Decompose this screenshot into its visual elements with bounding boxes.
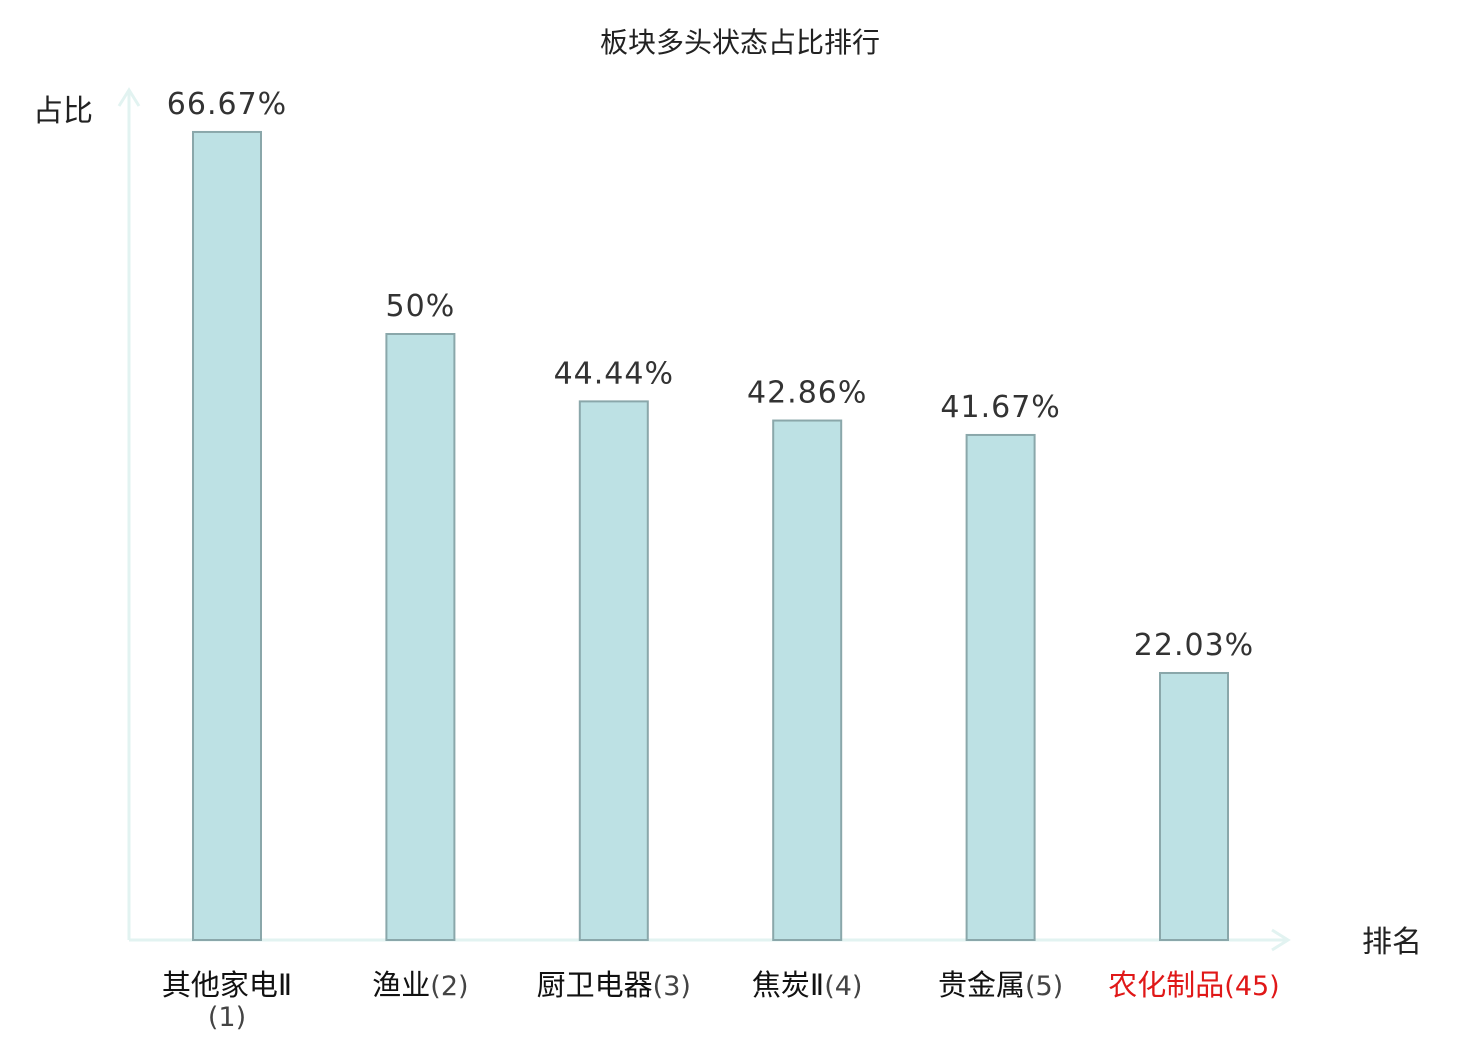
chart-title: 板块多头状态占比排行	[600, 26, 880, 59]
category-rank-1: (1)	[208, 1002, 246, 1033]
bar-6	[1159, 671, 1229, 941]
category-name-5: 贵金属	[938, 968, 1025, 1002]
category-rank-3: (3)	[653, 971, 691, 1002]
category-label-6: 农化制品(45)	[1108, 968, 1279, 1002]
bar-4	[772, 419, 843, 941]
x-axis-arrow-icon	[1271, 928, 1291, 952]
category-rank-2: (2)	[430, 971, 468, 1002]
value-label-4: 42.86%	[747, 376, 867, 411]
bar-1	[192, 130, 262, 941]
bar-5	[965, 433, 1036, 941]
value-label-5: 41.67%	[940, 390, 1060, 425]
category-labels: 其他家电Ⅱ(1) 渔业(2) 厨卫电器(3) 焦炭Ⅱ(4) 贵金属(5) 农化制品(45)	[162, 968, 1280, 1033]
value-label-6: 22.03%	[1134, 628, 1254, 663]
y-axis-label: 占比	[33, 94, 93, 129]
category-rank-5: (5)	[1025, 971, 1063, 1002]
x-axis	[129, 928, 1291, 952]
category-name-6: 农化制品	[1108, 968, 1224, 1002]
y-axis	[117, 87, 141, 940]
category-label-5: 贵金属(5)	[938, 968, 1063, 1002]
category-label-1: 其他家电Ⅱ	[162, 968, 292, 1002]
category-name-3: 厨卫电器	[537, 968, 653, 1002]
x-axis-label: 排名	[1362, 925, 1422, 960]
value-label-2: 50%	[386, 289, 456, 324]
category-name-2: 渔业	[372, 968, 430, 1002]
value-label-3: 44.44%	[554, 356, 674, 391]
category-label-4: 焦炭Ⅱ(4)	[752, 968, 863, 1002]
bar-2	[385, 333, 456, 941]
category-rank-6: (45)	[1224, 971, 1279, 1002]
category-label-2: 渔业(2)	[372, 968, 468, 1002]
category-label-3: 厨卫电器(3)	[537, 968, 691, 1002]
bars	[192, 130, 1229, 941]
value-labels: 66.67% 50% 44.44% 42.86% 41.67% 22.03%	[167, 87, 1254, 663]
value-label-1: 66.67%	[167, 87, 287, 122]
category-rank-4: (4)	[824, 971, 862, 1002]
bar-3	[578, 400, 649, 941]
y-axis-arrow-icon	[117, 87, 141, 107]
category-name-4: 焦炭Ⅱ	[752, 968, 824, 1002]
